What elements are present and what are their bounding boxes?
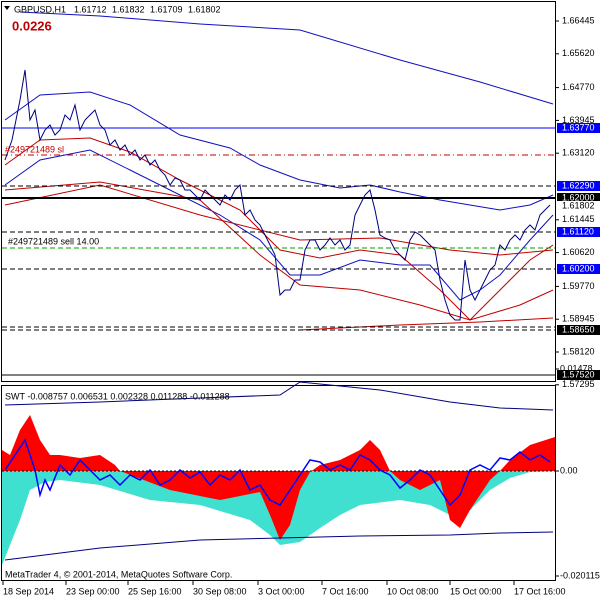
price-label: 1.57295	[562, 379, 595, 389]
symbol: GBPUSD,H1	[14, 4, 66, 14]
price-label: 1.64770	[562, 82, 595, 92]
upper-envelope	[4, 381, 554, 411]
price-level-box	[557, 264, 600, 274]
price-level-box	[557, 123, 600, 133]
price-level-label: 1.61802	[562, 200, 595, 210]
price-level-label: 1.60200	[562, 263, 595, 273]
time-label: 18 Sep 2014	[3, 586, 54, 596]
upper-band	[4, 91, 554, 211]
price-label: 1.59770	[562, 281, 595, 291]
price-level-box	[557, 370, 600, 380]
ohlc-value: 1.61832	[112, 4, 145, 14]
time-label: 25 Sep 16:00	[128, 586, 182, 596]
price-level-box	[557, 325, 600, 335]
red-ma-slow	[4, 184, 554, 256]
time-label: 30 Sep 08:00	[193, 586, 247, 596]
sell-label: #249721489 sell 14.00	[8, 236, 99, 246]
price-label: 1.65620	[562, 48, 595, 58]
ohlc: 1.61712 1.61832 1.61709 1.61802	[74, 4, 221, 14]
price-level-label: 1.57520	[562, 369, 595, 379]
red-ma-mid	[4, 181, 554, 321]
price-level-label: 1.63770	[562, 122, 595, 132]
price-level-label: 1.62290	[562, 180, 595, 190]
price-level-box	[557, 193, 600, 203]
ohlc-value: 1.61802	[188, 4, 221, 14]
red-area	[2, 415, 555, 540]
spread: 0.0226	[12, 18, 52, 33]
indicator-axis-label: 0.00	[560, 465, 578, 475]
price-label: 1.66445	[562, 15, 595, 25]
ohlc-value: 1.61709	[150, 4, 183, 14]
price-level-label: 1.58650	[562, 324, 595, 334]
indicator-axis-label: -0.020115	[560, 570, 600, 580]
indicator-label: SWT -0.008757 0.006531 0.002328 0.011288…	[5, 391, 230, 401]
long-ma	[19, 11, 554, 105]
footer: MetaTrader 4, © 2001-2014, MetaQuotes So…	[5, 569, 232, 579]
time-label: 3 Oct 00:00	[258, 586, 305, 596]
time-label: 17 Oct 16:00	[514, 586, 566, 596]
price-level-box	[557, 227, 600, 237]
price-label: 1.63945	[562, 115, 595, 125]
price-label: 1.61445	[562, 214, 595, 224]
time-label: 7 Oct 16:00	[322, 586, 369, 596]
price-line	[4, 69, 551, 321]
lower-band	[4, 149, 554, 301]
price-label: 1.63120	[562, 148, 595, 158]
axes: 1.66445 1.65620 1.64770 1.63945 1.63120 1.614…	[2, 15, 600, 596]
indicator-axis-label: 0.01478	[560, 363, 593, 373]
price-level-box	[557, 181, 600, 191]
time-label: 10 Oct 08:00	[387, 586, 439, 596]
price-label: 1.60620	[562, 247, 595, 257]
red-ma	[4, 137, 554, 321]
price-label: 1.58945	[562, 314, 595, 324]
price-level-box	[557, 201, 600, 211]
price-level-label: 1.61120	[562, 226, 594, 236]
sl-label: #249721489 sl	[5, 144, 64, 154]
lower-envelope	[4, 531, 554, 561]
menu-arrow[interactable]	[4, 6, 10, 10]
swt-line	[4, 438, 551, 507]
price-level-label: 1.62000	[562, 192, 595, 202]
time-label: 23 Sep 00:00	[66, 586, 120, 596]
ohlc-value: 1.61712	[74, 4, 107, 14]
price-label: 1.58120	[562, 346, 595, 356]
time-label: 15 Oct 00:00	[450, 586, 502, 596]
